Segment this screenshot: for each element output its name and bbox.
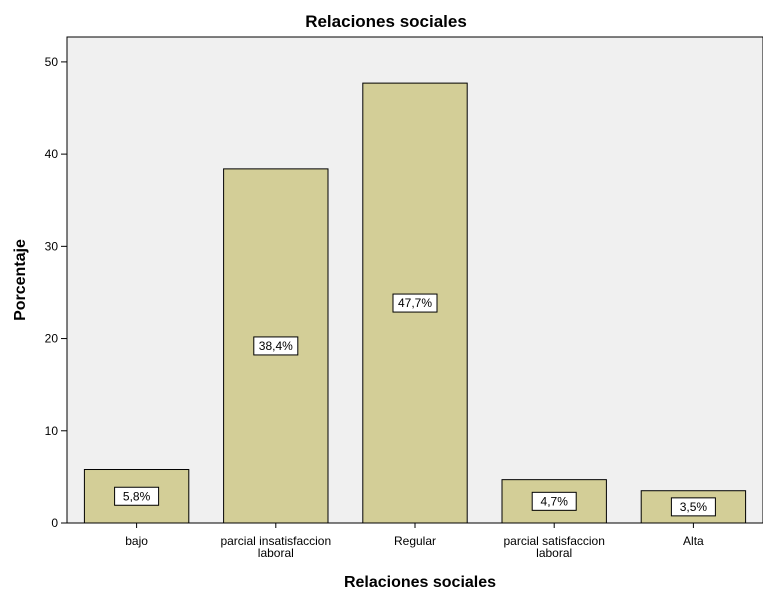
y-tick-label: 30 bbox=[45, 239, 59, 253]
y-axis: 0 10 20 30 40 50 bbox=[45, 37, 68, 530]
data-label: 47,7% bbox=[398, 296, 432, 310]
x-tick-label: Alta bbox=[683, 534, 704, 548]
x-axis: bajo parcial insatisfaccionlaboralRegular… bbox=[67, 522, 763, 560]
data-label-box bbox=[253, 336, 299, 356]
data-label: 5,8% bbox=[123, 489, 151, 503]
y-axis-title: Porcentaje bbox=[12, 239, 29, 321]
x-tick-label: bajo bbox=[125, 534, 148, 548]
data-label-box bbox=[114, 486, 160, 506]
data-label: 3,5% bbox=[680, 500, 708, 514]
data-label-box bbox=[670, 497, 716, 517]
data-label: 38,4% bbox=[259, 339, 293, 353]
x-tick-label: laboral bbox=[536, 546, 572, 560]
y-tick-label: 50 bbox=[45, 55, 59, 69]
y-tick-label: 20 bbox=[45, 332, 59, 346]
x-tick-label: laboral bbox=[258, 546, 294, 560]
y-tick-label: 40 bbox=[45, 147, 59, 161]
x-tick-label: Regular bbox=[394, 534, 436, 548]
x-axis-title: Relaciones sociales bbox=[344, 574, 496, 591]
chart-title: Relaciones sociales bbox=[305, 12, 467, 31]
y-tick-label: 0 bbox=[51, 516, 58, 530]
y-tick-label: 10 bbox=[45, 424, 59, 438]
bars: 5,8% 38,4% 47,7% 4,7% 3,5% bbox=[83, 82, 747, 524]
x-tick-label: parcial insatisfaccion bbox=[220, 534, 331, 548]
data-label-box bbox=[392, 293, 438, 313]
data-label: 4,7% bbox=[541, 494, 569, 508]
data-label-box bbox=[531, 491, 577, 511]
x-tick-label: parcial satisfaccion bbox=[504, 534, 605, 548]
